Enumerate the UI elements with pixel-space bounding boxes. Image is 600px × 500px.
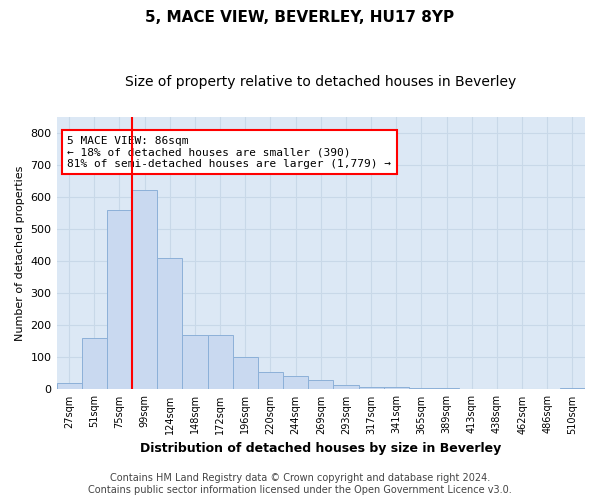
Bar [107, 210, 132, 390]
Bar [409, 388, 434, 390]
Bar [56, 383, 82, 390]
Bar [283, 376, 308, 390]
Bar [233, 358, 258, 390]
Y-axis label: Number of detached properties: Number of detached properties [15, 166, 25, 340]
Text: 5 MACE VIEW: 86sqm
← 18% of detached houses are smaller (390)
81% of semi-detach: 5 MACE VIEW: 86sqm ← 18% of detached hou… [67, 136, 391, 169]
Bar [208, 335, 233, 390]
Bar [359, 386, 383, 390]
Text: Contains HM Land Registry data © Crown copyright and database right 2024.
Contai: Contains HM Land Registry data © Crown c… [88, 474, 512, 495]
Title: Size of property relative to detached houses in Beverley: Size of property relative to detached ho… [125, 75, 517, 89]
Bar [182, 335, 208, 390]
Bar [258, 372, 283, 390]
Bar [82, 338, 107, 390]
X-axis label: Distribution of detached houses by size in Beverley: Distribution of detached houses by size … [140, 442, 502, 455]
Bar [383, 387, 409, 390]
Bar [334, 386, 359, 390]
Bar [132, 190, 157, 390]
Bar [308, 380, 334, 390]
Text: 5, MACE VIEW, BEVERLEY, HU17 8YP: 5, MACE VIEW, BEVERLEY, HU17 8YP [145, 10, 455, 25]
Bar [434, 388, 459, 390]
Bar [560, 388, 585, 390]
Bar [157, 258, 182, 390]
